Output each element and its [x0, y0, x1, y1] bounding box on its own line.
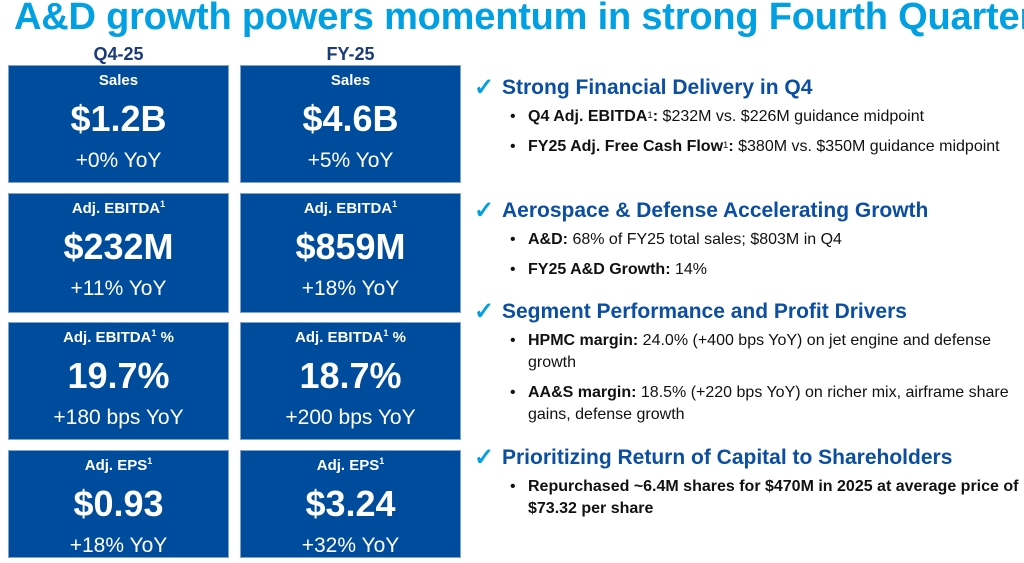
section-heading: ✓ Segment Performance and Profit Drivers	[474, 300, 1019, 324]
section-heading-text: Aerospace & Defense Accelerating Growth	[502, 199, 929, 222]
bullet-item: HPMC margin: 24.0% (+400 bps YoY) on jet…	[510, 330, 1019, 374]
bullet-text: 18.5% (+220 bps YoY) on richer mix, airf…	[528, 384, 1009, 423]
footnote-marker: 1	[647, 110, 653, 121]
section-heading: ✓ Aerospace & Defense Accelerating Growth	[474, 199, 1019, 223]
bullet-label: A&D:	[528, 231, 568, 248]
footnote-marker: 1	[147, 456, 153, 466]
metric-label-suffix: %	[156, 329, 174, 346]
bullet-item: FY25 A&D Growth: 14%	[510, 259, 1019, 281]
bullet-list: A&D: 68% of FY25 total sales; $803M in Q…	[510, 229, 1019, 281]
metric-label: Adj. EPS1	[9, 456, 228, 474]
metric-card-q4: Sales $1.2B +0% YoY	[8, 65, 229, 183]
metric-value: $1.2B	[70, 98, 167, 139]
metric-card-q4: Adj. EBITDA1 $232M +11% YoY	[8, 193, 229, 313]
metric-label-text: Sales	[330, 72, 371, 89]
column-header-fy: FY-25	[326, 44, 375, 64]
metric-label: Adj. EPS1	[241, 456, 460, 474]
slide-title: A&D growth powers momentum in strong Fou…	[14, 0, 1024, 38]
metric-card-fy: Adj. EBITDA1 % 18.7% +200 bps YoY	[240, 322, 461, 440]
section-heading-text: Strong Financial Delivery in Q4	[502, 76, 813, 99]
metric-value: $3.24	[305, 483, 396, 524]
metric-card-fy: Adj. EPS1 $3.24 +32% YoY	[240, 450, 461, 558]
metric-label-text: Adj. EBITDA	[295, 329, 384, 346]
bullet-list: Q4 Adj. EBITDA1: $232M vs. $226M guidanc…	[510, 106, 1019, 158]
section-heading: ✓ Strong Financial Delivery in Q4	[474, 76, 1019, 100]
bullet-text: $232M vs. $226M guidance midpoint	[658, 108, 925, 125]
section-heading-text: Prioritizing Return of Capital to Shareh…	[502, 446, 953, 469]
metric-label: Adj. EBITDA1 %	[9, 328, 228, 346]
metric-change: +5% YoY	[307, 149, 394, 172]
bullet-label: HPMC margin:	[528, 332, 639, 349]
section: ✓ Prioritizing Return of Capital to Share…	[474, 446, 1019, 528]
bullet-item: Repurchased ~6.4M shares for $470M in 20…	[510, 476, 1019, 520]
bullet-text: $380M vs. $350M guidance midpoint	[733, 138, 1000, 155]
section-heading-text: Segment Performance and Profit Drivers	[502, 300, 907, 323]
footnote-marker: 1	[151, 328, 157, 338]
bullet-label: Repurchased ~6.4M shares for $470M in 20…	[528, 478, 1019, 517]
section-heading: ✓ Prioritizing Return of Capital to Share…	[474, 446, 1019, 470]
metric-value: $4.6B	[302, 98, 399, 139]
bullet-label: FY25 A&D Growth:	[528, 261, 671, 278]
metric-value: $0.93	[73, 483, 164, 524]
footnote-marker: 1	[379, 456, 385, 466]
checkmark-icon: ✓	[474, 444, 495, 471]
metric-change: +18% YoY	[301, 277, 400, 300]
metric-card-fy: Adj. EBITDA1 $859M +18% YoY	[240, 193, 461, 313]
metric-value: $232M	[63, 226, 174, 267]
metric-label: Sales	[241, 72, 460, 89]
metric-label: Adj. EBITDA1	[241, 199, 460, 217]
metric-label-text: Adj. EPS	[84, 457, 148, 474]
metric-label-text: Sales	[98, 72, 139, 89]
bullet-label: Q4 Adj. EBITDA	[528, 108, 648, 125]
bullet-item: A&D: 68% of FY25 total sales; $803M in Q…	[510, 229, 1019, 251]
metric-change: +32% YoY	[301, 534, 400, 557]
checkmark-icon: ✓	[474, 197, 495, 224]
metric-label: Adj. EBITDA1 %	[241, 328, 460, 346]
section: ✓ Aerospace & Defense Accelerating Growth…	[474, 199, 1019, 289]
footnote-marker: 1	[160, 199, 166, 209]
bullet-text: 14%	[670, 261, 707, 278]
metric-label-text: Adj. EBITDA	[303, 200, 393, 217]
metric-label-suffix: %	[388, 329, 406, 346]
metric-value: 19.7%	[67, 355, 170, 396]
metric-card-fy: Sales $4.6B +5% YoY	[240, 65, 461, 183]
column-header-q4: Q4-25	[93, 44, 144, 64]
metric-label-text: Adj. EPS	[316, 457, 380, 474]
bullet-text: 24.0% (+400 bps YoY) on jet engine and d…	[528, 332, 991, 371]
metric-change: +0% YoY	[75, 149, 162, 172]
bullet-item: AA&S margin: 18.5% (+220 bps YoY) on ric…	[510, 382, 1019, 426]
metric-change: +11% YoY	[70, 277, 167, 300]
bullet-label: FY25 Adj. Free Cash Flow	[528, 138, 724, 155]
metric-label-text: Adj. EBITDA	[63, 329, 152, 346]
bullet-label: AA&S margin:	[528, 384, 637, 401]
bullet-list: HPMC margin: 24.0% (+400 bps YoY) on jet…	[510, 330, 1019, 426]
metric-label: Sales	[9, 72, 228, 89]
metric-change: +200 bps YoY	[285, 406, 416, 429]
checkmark-icon: ✓	[474, 74, 495, 101]
bullet-text: 68% of FY25 total sales; $803M in Q4	[568, 231, 842, 248]
metric-label-text: Adj. EBITDA	[71, 200, 161, 217]
bullet-item: Q4 Adj. EBITDA1: $232M vs. $226M guidanc…	[510, 106, 1019, 128]
bullet-colon: :	[652, 108, 659, 125]
bullet-list: Repurchased ~6.4M shares for $470M in 20…	[510, 476, 1019, 520]
metric-card-q4: Adj. EBITDA1 % 19.7% +180 bps YoY	[8, 322, 229, 440]
bullet-item: FY25 Adj. Free Cash Flow1: $380M vs. $35…	[510, 136, 1019, 158]
metric-label: Adj. EBITDA1	[9, 199, 228, 217]
metric-value: $859M	[295, 226, 406, 267]
bullet-colon: :	[728, 138, 734, 155]
footnote-marker: 1	[723, 140, 729, 151]
checkmark-icon: ✓	[474, 298, 495, 325]
footnote-marker: 1	[383, 328, 389, 338]
section: ✓ Segment Performance and Profit Drivers H…	[474, 300, 1019, 434]
metric-change: +18% YoY	[69, 534, 168, 557]
metric-change: +180 bps YoY	[53, 406, 184, 429]
footnote-marker: 1	[392, 199, 398, 209]
metric-value: 18.7%	[299, 355, 402, 396]
metric-card-q4: Adj. EPS1 $0.93 +18% YoY	[8, 450, 229, 558]
section: ✓ Strong Financial Delivery in Q4 Q4 Adj. …	[474, 76, 1019, 166]
